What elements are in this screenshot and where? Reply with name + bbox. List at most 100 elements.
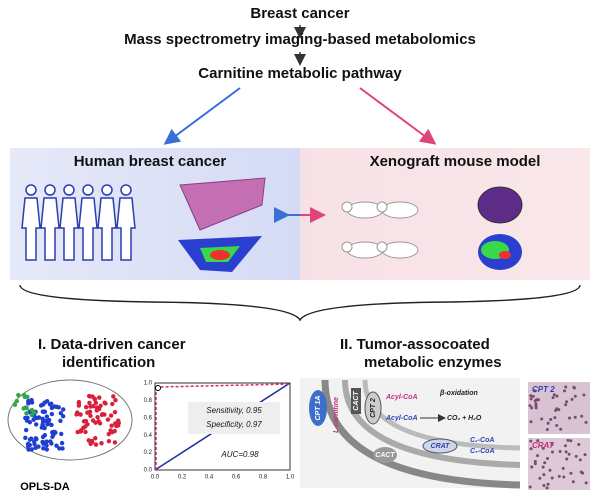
stain-dot: [584, 481, 588, 485]
stain-dot: [555, 424, 559, 428]
stain-dot: [540, 417, 544, 421]
stain-dot: [546, 421, 550, 425]
stain-dot: [553, 416, 557, 420]
tumor-ms-core: [499, 251, 511, 259]
dot: [29, 407, 35, 413]
stain-dot: [536, 454, 540, 458]
arrow: [163, 87, 241, 145]
dot: [26, 401, 31, 406]
dot: [93, 442, 99, 447]
dot: [58, 411, 64, 416]
dot: [33, 422, 39, 427]
mouse-head: [376, 241, 388, 253]
mouse-head: [341, 201, 353, 213]
dot: [83, 429, 88, 435]
y-tick-label: 1.0: [144, 381, 153, 387]
dot: [88, 413, 93, 419]
section-title: metabolic enzymes: [364, 354, 502, 371]
sensitivity: Sensitivity, 0.95: [206, 406, 262, 415]
person-head: [101, 184, 113, 196]
dot: [93, 400, 99, 406]
stain-dot: [558, 449, 562, 453]
ms-image-core: [210, 250, 230, 260]
stain-dot: [573, 394, 577, 398]
enzyme: [364, 391, 382, 425]
dot: [83, 404, 89, 410]
dot: [12, 402, 18, 407]
dot: [109, 429, 115, 435]
person-body: [21, 197, 41, 261]
patients-icon: [21, 184, 136, 261]
y-tick-label: 0.0: [144, 468, 153, 474]
dot: [27, 442, 33, 448]
dot: [78, 428, 84, 433]
stain-dot: [555, 394, 559, 398]
stain-dot: [572, 386, 576, 390]
dot: [108, 413, 114, 418]
stain-dot: [551, 450, 555, 454]
confidence-ellipse: [7, 379, 133, 461]
person-body: [59, 197, 79, 261]
stain-dot: [582, 393, 586, 397]
stain-dot: [567, 452, 571, 456]
dot: [57, 446, 62, 451]
dot: [112, 440, 118, 445]
dot: [75, 410, 80, 415]
stain: [528, 385, 588, 490]
dot: [25, 415, 30, 420]
image-label: CPT 2: [532, 385, 555, 394]
stain-dot: [551, 396, 555, 400]
dot: [106, 439, 112, 444]
stain-dot: [580, 414, 584, 418]
membrane: [342, 379, 521, 468]
dot: [24, 411, 29, 416]
x-tick-label: 0.4: [205, 475, 214, 481]
person-head: [25, 184, 37, 196]
dot: [106, 431, 111, 437]
dot: [33, 415, 38, 421]
stain-dot: [545, 428, 549, 432]
mouse-head: [376, 201, 388, 213]
x-tick-label: 0.2: [178, 475, 187, 481]
x-tick-label: 0.8: [259, 475, 268, 481]
auc: AUC=0.98: [220, 450, 259, 459]
dot: [54, 443, 59, 448]
stain-dot: [563, 444, 567, 448]
stain-dot: [535, 398, 539, 402]
dot: [49, 411, 55, 417]
flow-step: Breast cancer: [250, 5, 349, 22]
mice-icon: [341, 201, 419, 259]
enzyme-label: CACT: [353, 391, 360, 411]
stain-dot: [545, 486, 549, 490]
dot: [115, 418, 121, 423]
stain-dot: [564, 403, 568, 407]
stain-dot: [542, 473, 546, 477]
dot: [103, 401, 108, 406]
stain-dot: [536, 439, 540, 443]
dot: [112, 410, 118, 415]
person-body: [116, 197, 136, 261]
panel-title: Xenograft mouse model: [370, 153, 541, 170]
dot: [29, 397, 34, 403]
dot: [59, 440, 65, 446]
stain-dot: [531, 394, 535, 398]
scatter: [12, 392, 121, 452]
stain-dot: [528, 485, 532, 489]
dot: [27, 437, 33, 442]
dot: [41, 441, 46, 446]
stain-dot: [564, 385, 568, 389]
stain-dot: [546, 482, 550, 486]
stain-dot: [566, 438, 570, 442]
flow-step: Mass spectrometry imaging-based metabolo…: [124, 31, 476, 48]
dot: [87, 400, 92, 406]
flow-step: Carnitine metabolic pathway: [198, 65, 402, 82]
membrane: [362, 379, 521, 451]
transporter: [351, 388, 361, 414]
stain-dot: [533, 462, 537, 466]
stain-dot: [529, 394, 533, 398]
metabolite: C₃-CoA: [470, 448, 495, 455]
dot: [47, 402, 53, 407]
dot: [38, 403, 44, 408]
y-tick-label: 0.4: [144, 433, 153, 439]
dot: [60, 446, 65, 451]
